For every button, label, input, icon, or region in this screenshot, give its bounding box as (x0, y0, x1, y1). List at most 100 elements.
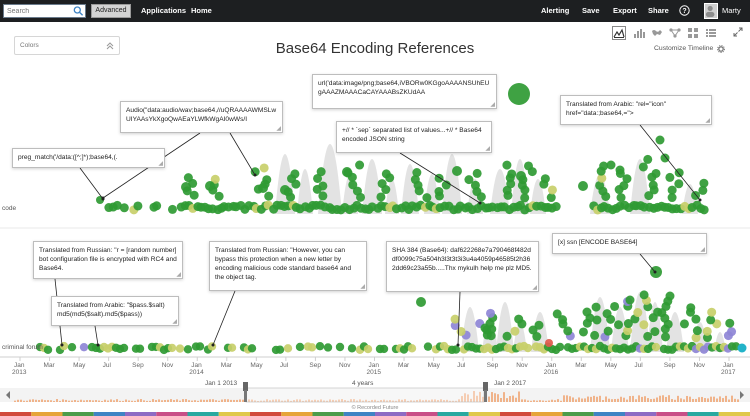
slider-bar (275, 399, 277, 402)
credit-text: © Recorded Future (351, 405, 399, 411)
callout-arabic-icon[interactable]: Translated from Arabic: "rel="icon" href… (560, 95, 712, 125)
event-dot (723, 331, 733, 341)
axis-month-label: Jan (368, 362, 379, 369)
callout-image-png[interactable]: url('data:image/png;base64,iVBORw0KGgoAA… (312, 74, 497, 109)
network-view-icon[interactable] (668, 26, 682, 40)
slider-bar (395, 400, 397, 402)
event-dot (686, 303, 696, 313)
event-dot (96, 196, 104, 204)
event-dot (381, 185, 391, 195)
map-view-icon[interactable] (650, 26, 664, 40)
callout-preg-match[interactable]: preg_match('/data:([^;]*);base64,(. ◢ (12, 148, 165, 168)
slider-bar (506, 398, 508, 402)
nav-save[interactable]: Save (582, 6, 600, 15)
event-dot (532, 332, 542, 342)
event-dot (650, 266, 662, 278)
event-dot (356, 192, 366, 202)
advanced-search-button[interactable]: Advanced (91, 4, 131, 18)
grid-view-icon[interactable] (686, 26, 700, 40)
event-dot (621, 331, 631, 341)
nav-home[interactable]: Home (191, 6, 212, 15)
callout-ssn-encode[interactable]: [x] ssn [ENCODE BASE64] ◢ (552, 233, 707, 254)
event-dot (593, 205, 603, 215)
callout-anchor-point (456, 343, 460, 347)
axis-year-label: 2016 (543, 369, 559, 376)
timeline-view-icon[interactable] (612, 26, 626, 40)
footer-strip-segment (62, 412, 94, 416)
slider-bar (575, 399, 577, 402)
event-dot (316, 167, 326, 177)
slider-bar (473, 391, 475, 402)
customize-timeline-link[interactable]: Customize Timeline (654, 45, 714, 52)
event-dot (385, 203, 395, 213)
event-dot (475, 319, 485, 329)
slider-bar (74, 400, 76, 402)
slider-bar (68, 400, 70, 402)
search-icon[interactable] (73, 6, 84, 16)
callout-leader-line (79, 167, 104, 200)
time-range-slider[interactable] (0, 382, 750, 403)
axis-year-label: 2015 (366, 369, 381, 376)
slider-bar (209, 399, 211, 402)
event-dot (631, 201, 641, 211)
event-dot (534, 320, 544, 330)
collapse-icon[interactable] (106, 42, 114, 50)
event-dot (216, 203, 226, 213)
callout-sha384[interactable]: SHA 384 (Base64): daf622268e7a790468f482… (386, 241, 539, 292)
event-dot (476, 192, 486, 202)
nav-alerting[interactable]: Alerting (541, 6, 570, 15)
axis-month-label: Sep (663, 362, 676, 369)
colors-panel[interactable]: Colors (14, 36, 120, 55)
callout-audio-wav[interactable]: Audio("data:audio/wav;base64,//uQRAAAAWM… (120, 101, 283, 133)
slider-bar (545, 400, 547, 402)
footer-strip-segment (687, 412, 719, 416)
slider-bar (317, 400, 319, 402)
user-name[interactable]: Marty (722, 6, 741, 15)
event-dot (410, 175, 420, 185)
event-dot (675, 342, 685, 351)
event-dot (67, 342, 77, 352)
event-dot (399, 345, 409, 354)
activity-peak (692, 322, 708, 352)
event-dot (624, 203, 634, 213)
event-dot (667, 185, 677, 195)
slider-bar (629, 396, 631, 402)
callout-russian-rc4[interactable]: Translated from Russian: "r = [random nu… (33, 241, 183, 279)
nav-export[interactable]: Export (613, 6, 637, 15)
event-dot (300, 202, 310, 212)
callout-json-string[interactable]: +// * `sep` separated list of values...+… (336, 121, 492, 153)
event-dot (363, 344, 373, 354)
event-dot (480, 323, 490, 333)
event-dot (543, 202, 553, 212)
bar-view-icon[interactable] (632, 26, 646, 40)
callout-anchor-point (478, 201, 482, 205)
expand-icon[interactable] (733, 27, 743, 37)
event-dot (381, 169, 391, 179)
slider-bar (626, 399, 628, 402)
search-input[interactable] (4, 5, 72, 17)
event-dot (240, 204, 250, 214)
nav-applications[interactable]: Applications (141, 6, 187, 15)
slider-bar (335, 400, 337, 402)
nav-share[interactable]: Share (648, 6, 669, 15)
help-icon[interactable]: ? (679, 5, 690, 16)
callout-arabic-md5[interactable]: Translated from Arabic: "$pass.$salt) md… (51, 296, 179, 326)
list-view-icon[interactable] (704, 26, 718, 40)
event-dot (472, 187, 482, 197)
slider-bar (200, 399, 202, 402)
footer-strip-segment (625, 412, 657, 416)
slider-bar (596, 396, 598, 402)
event-dot (283, 187, 293, 197)
slider-bar (623, 397, 625, 402)
slider-bar (527, 400, 529, 402)
avatar[interactable] (704, 3, 718, 19)
callout-russian-bypass[interactable]: Translated from Russian: "However, you c… (209, 241, 367, 291)
event-dot (539, 179, 549, 189)
event-dot (575, 342, 585, 351)
event-dot (592, 315, 602, 325)
gear-icon[interactable] (717, 45, 725, 53)
axis-month-label: Sep (132, 362, 144, 369)
axis-month-label: Sep (309, 362, 321, 369)
event-dot (403, 342, 413, 351)
event-dot (518, 175, 528, 185)
